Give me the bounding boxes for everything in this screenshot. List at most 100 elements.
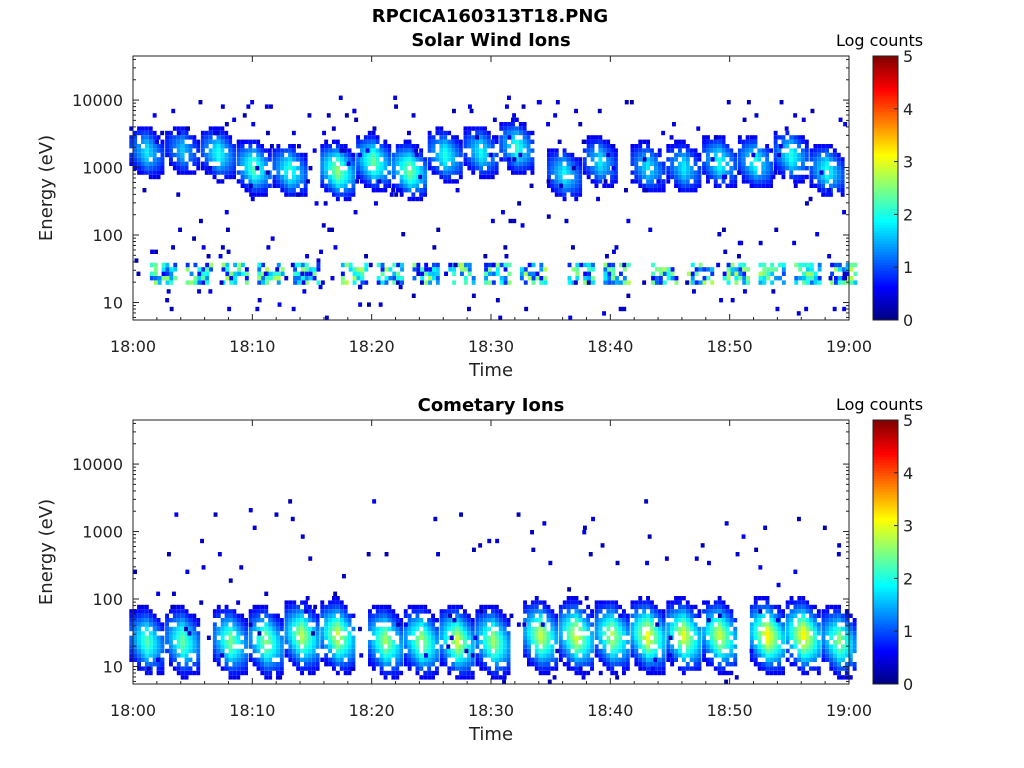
burst-cell [666,657,671,662]
burst-cell [483,126,487,131]
burst-cell [614,626,619,632]
burst-cell [781,170,786,175]
burst-cell [451,609,456,614]
burst-cell [594,604,599,610]
burst-cell [598,600,603,605]
colorbar-segment [873,172,898,176]
lowband-cell [495,262,500,268]
burst-cell [681,635,686,640]
burst-cell [769,618,774,623]
burst-cell [527,644,531,649]
burst-cell [674,600,678,605]
burst-cell [661,183,666,188]
noise-cell [192,236,196,241]
burst-cell [360,144,364,149]
burst-cell [244,618,248,623]
lowband-cell [543,276,548,281]
burst-cell [360,161,364,166]
colorbar-segment [873,98,898,102]
lowband-cell [300,262,305,268]
burst-cell [570,631,575,636]
burst-cell [809,148,814,153]
colorbar-segment [873,296,898,300]
burst-cell [148,635,153,640]
burst-cell [793,135,798,140]
burst-cell [387,148,392,153]
lowband-cell [276,280,281,285]
burst-cell [403,635,408,640]
burst-cell [328,157,332,162]
burst-cell [498,657,503,662]
burst-cell [522,144,527,149]
burst-cell [741,170,746,175]
burst-cell [610,618,615,623]
burst-cell [192,670,197,676]
burst-cell [311,653,316,658]
burst-cell [471,139,476,144]
lowband-cell [165,262,170,268]
burst-cell [292,192,296,197]
burst-cell [702,148,706,153]
burst-cell [268,653,273,658]
burst-cell [459,675,463,680]
lowband-cell [189,280,194,285]
burst-cell [192,644,197,649]
lowband-cell [384,280,389,285]
burst-cell [598,166,603,171]
noise-cell [751,152,756,158]
burst-cell [300,631,304,636]
burst-cell [303,183,308,188]
burst-cell [459,662,463,667]
noise-cell [364,254,368,259]
burst-cell [347,152,352,158]
burst-cell [761,613,766,618]
burst-cell [443,635,448,640]
burst-cell [324,139,329,144]
burst-cell [829,157,833,162]
burst-cell [152,635,157,640]
burst-cell [546,631,551,636]
burst-cell [503,122,508,127]
burst-cell [558,170,563,175]
burst-cell [379,640,384,645]
burst-cell [332,613,336,618]
burst-cell [527,626,531,632]
noise-cell [559,183,564,188]
burst-cell [765,622,770,627]
burst-cell [634,613,639,618]
burst-cell [661,622,666,627]
burst-cell [272,174,277,180]
colorbar-segment [873,156,898,160]
burst-cell [491,622,495,627]
burst-cell [339,152,344,158]
noise-cell [741,534,746,539]
burst-cell [295,179,300,184]
burst-cell [657,631,662,636]
burst-cell [805,600,810,605]
burst-cell [657,662,662,667]
burst-cell [169,144,173,149]
burst-cell [661,618,666,623]
burst-cell [638,604,643,610]
burst-cell [721,148,726,153]
burst-cell [737,152,742,158]
burst-cell [160,657,165,662]
burst-cell [419,675,424,680]
burst-cell [172,618,177,623]
burst-cell [160,644,165,649]
noise-cell [808,196,813,202]
burst-cell [463,622,467,627]
burst-cell [320,166,325,171]
lowband-cell [244,276,249,281]
burst-cell [625,666,630,671]
burst-cell [455,626,460,632]
burst-cell [169,152,173,158]
lowband-cell [360,276,365,281]
burst-cell [169,139,173,144]
burst-cell [467,157,472,162]
burst-cell [268,670,273,676]
burst-cell [328,622,332,627]
lowband-cell [766,271,771,276]
lowband-cell [583,262,588,268]
noise-cell [737,170,741,175]
